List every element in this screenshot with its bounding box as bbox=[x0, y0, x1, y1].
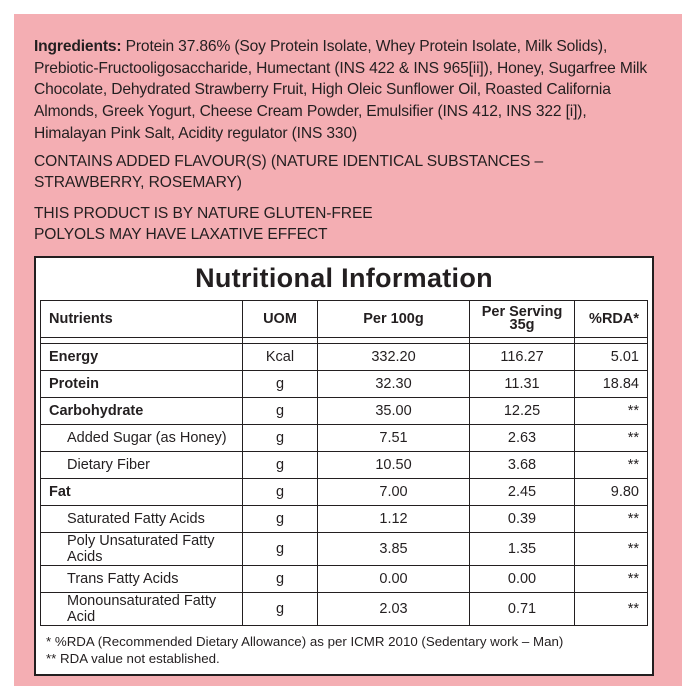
nutrient-per100: 1.12 bbox=[317, 505, 470, 533]
table-row: Added Sugar (as Honey) g 7.51 2.63 ** bbox=[40, 424, 648, 452]
nutrient-uom: g bbox=[242, 397, 318, 425]
table-row: Trans Fatty Acids g 0.00 0.00 ** bbox=[40, 565, 648, 593]
header-rda: %RDA* bbox=[574, 300, 648, 338]
table-row: Protein g 32.30 11.31 18.84 bbox=[40, 370, 648, 398]
nutrient-name: Monounsaturated Fatty Acid bbox=[40, 592, 243, 626]
nutrient-rda: 9.80 bbox=[574, 478, 648, 506]
nutrient-per100: 10.50 bbox=[317, 451, 470, 479]
nutrient-rda: ** bbox=[574, 565, 648, 593]
nutrient-serving: 3.68 bbox=[469, 451, 575, 479]
ingredients-text: Ingredients: Protein 37.86% (Soy Protein… bbox=[34, 36, 654, 145]
header-per-serving: Per Serving 35g bbox=[469, 300, 575, 338]
table-header-row: Nutrients UOM Per 100g Per Serving 35g %R… bbox=[40, 300, 648, 338]
nutrition-title: Nutritional Information bbox=[195, 263, 493, 293]
nutrient-uom: g bbox=[242, 565, 318, 593]
table-row: Fat g 7.00 2.45 9.80 bbox=[40, 478, 648, 506]
gluten-free-notice: THIS PRODUCT IS BY NATURE GLUTEN-FREE bbox=[34, 205, 373, 222]
nutrient-uom: g bbox=[242, 532, 318, 566]
flavour-line: STRAWBERRY, ROSEMARY) bbox=[34, 174, 242, 191]
header-per-serving-line1: Per Serving bbox=[481, 304, 563, 320]
nutrient-per100: 332.20 bbox=[317, 343, 470, 371]
nutrient-serving: 2.63 bbox=[469, 424, 575, 452]
table-row: Saturated Fatty Acids g 1.12 0.39 ** bbox=[40, 505, 648, 533]
nutrient-uom: g bbox=[242, 505, 318, 533]
nutrient-uom: Kcal bbox=[242, 343, 318, 371]
label-panel: Ingredients: Protein 37.86% (Soy Protein… bbox=[14, 14, 682, 686]
nutrient-name: Added Sugar (as Honey) bbox=[40, 424, 243, 452]
nutrient-uom: g bbox=[242, 592, 318, 626]
product-notice: THIS PRODUCT IS BY NATURE GLUTEN-FREE PO… bbox=[34, 203, 654, 245]
nutrient-rda: ** bbox=[574, 532, 648, 566]
nutrition-table: Nutrients UOM Per 100g Per Serving 35g %R… bbox=[40, 300, 648, 626]
nutrient-rda: 18.84 bbox=[574, 370, 648, 398]
nutrient-serving: 11.31 bbox=[469, 370, 575, 398]
nutrient-serving: 0.71 bbox=[469, 592, 575, 626]
nutrient-name: Poly Unsaturated Fatty Acids bbox=[40, 532, 243, 566]
nutrient-rda: ** bbox=[574, 505, 648, 533]
ingredients-label: Ingredients: bbox=[34, 38, 122, 55]
nutrient-name: Carbohydrate bbox=[40, 397, 243, 425]
nutrient-rda: ** bbox=[574, 592, 648, 626]
header-nutrients: Nutrients bbox=[40, 300, 243, 338]
nutrient-name: Fat bbox=[40, 478, 243, 506]
table-row: Carbohydrate g 35.00 12.25 ** bbox=[40, 397, 648, 425]
added-flavour-notice: CONTAINS ADDED FLAVOUR(S) (NATURE IDENTI… bbox=[34, 151, 654, 193]
table-row: Energy Kcal 332.20 116.27 5.01 bbox=[40, 343, 648, 371]
nutrient-per100: 0.00 bbox=[317, 565, 470, 593]
ingredients-list: Protein 37.86% (Soy Protein Isolate, Whe… bbox=[34, 38, 647, 142]
nutrient-name: Saturated Fatty Acids bbox=[40, 505, 243, 533]
nutrient-rda: ** bbox=[574, 451, 648, 479]
header-per-100g: Per 100g bbox=[317, 300, 470, 338]
footnotes: * %RDA (Recommended Dietary Allowance) a… bbox=[46, 633, 646, 667]
footnote-rda: * %RDA (Recommended Dietary Allowance) a… bbox=[46, 634, 564, 649]
nutrient-per100: 3.85 bbox=[317, 532, 470, 566]
nutrient-rda: 5.01 bbox=[574, 343, 648, 371]
nutrient-rda: ** bbox=[574, 424, 648, 452]
nutrient-rda: ** bbox=[574, 397, 648, 425]
table-row: Poly Unsaturated Fatty Acids g 3.85 1.35… bbox=[40, 532, 648, 566]
nutrient-name: Protein bbox=[40, 370, 243, 398]
table-row: Dietary Fiber g 10.50 3.68 ** bbox=[40, 451, 648, 479]
table-row: Monounsaturated Fatty Acid g 2.03 0.71 *… bbox=[40, 592, 648, 626]
nutrition-facts-box: Nutritional Information Nutrients UOM Pe… bbox=[34, 256, 654, 676]
nutrient-uom: g bbox=[242, 424, 318, 452]
nutrient-serving: 2.45 bbox=[469, 478, 575, 506]
nutrient-serving: 0.39 bbox=[469, 505, 575, 533]
nutrient-name: Trans Fatty Acids bbox=[40, 565, 243, 593]
nutrient-per100: 7.00 bbox=[317, 478, 470, 506]
nutrient-serving: 0.00 bbox=[469, 565, 575, 593]
flavour-line: CONTAINS ADDED FLAVOUR(S) (NATURE IDENTI… bbox=[34, 153, 544, 170]
nutrient-name: Energy bbox=[40, 343, 243, 371]
nutrient-uom: g bbox=[242, 370, 318, 398]
footnote-not-established: ** RDA value not established. bbox=[46, 651, 220, 666]
laxative-notice: POLYOLS MAY HAVE LAXATIVE EFFECT bbox=[34, 226, 328, 243]
nutrient-serving: 12.25 bbox=[469, 397, 575, 425]
header-uom: UOM bbox=[242, 300, 318, 338]
nutrient-per100: 32.30 bbox=[317, 370, 470, 398]
nutrient-uom: g bbox=[242, 478, 318, 506]
nutrient-per100: 2.03 bbox=[317, 592, 470, 626]
nutrient-name: Dietary Fiber bbox=[40, 451, 243, 479]
header-per-serving-line2: 35g bbox=[509, 317, 535, 333]
nutrient-serving: 1.35 bbox=[469, 532, 575, 566]
nutrient-per100: 35.00 bbox=[317, 397, 470, 425]
nutrient-uom: g bbox=[242, 451, 318, 479]
nutrient-serving: 116.27 bbox=[469, 343, 575, 371]
nutrient-per100: 7.51 bbox=[317, 424, 470, 452]
